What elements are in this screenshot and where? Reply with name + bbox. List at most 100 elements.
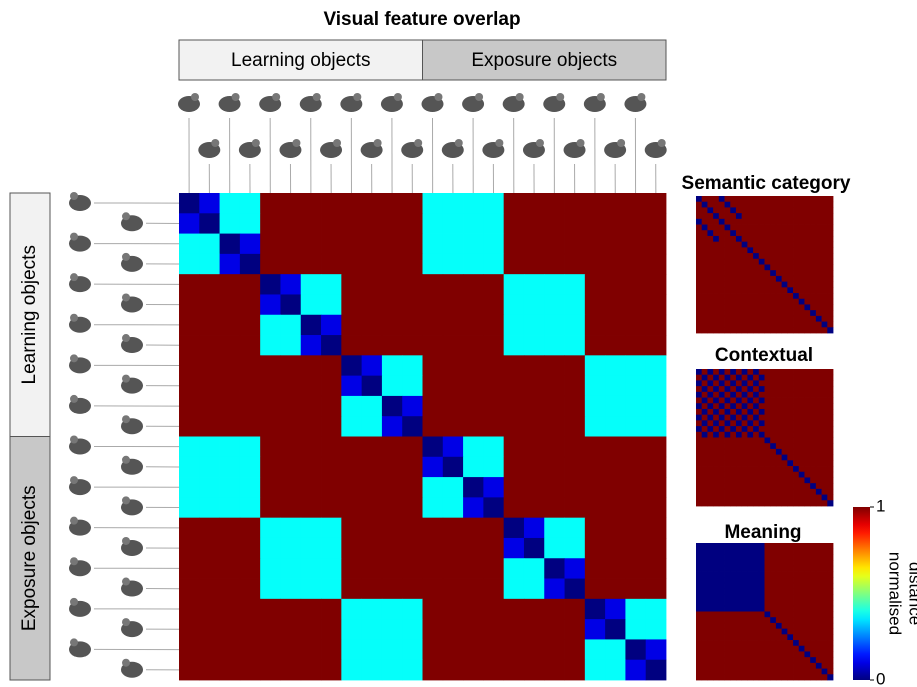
heatmap-cell — [758, 408, 765, 416]
heatmap-cell — [730, 403, 737, 410]
heatmap-cell — [787, 554, 794, 561]
heatmap-cell — [730, 293, 737, 300]
heatmap-cell — [199, 578, 220, 600]
heatmap-cell — [815, 310, 822, 317]
heatmap-cell — [781, 488, 788, 495]
heatmap-cell — [821, 548, 828, 555]
heatmap-cell — [381, 193, 403, 214]
heatmap-cell — [810, 431, 817, 438]
heatmap-cell — [775, 374, 783, 381]
heatmap-cell — [827, 253, 834, 260]
heatmap-cell — [781, 640, 788, 647]
heatmap-cell — [781, 321, 788, 328]
heatmap-cell — [758, 196, 765, 203]
heatmap-cell — [605, 578, 626, 600]
heatmap-cell — [701, 264, 708, 271]
heatmap-cell — [770, 253, 777, 260]
heatmap-cell — [718, 600, 725, 607]
heatmap-cell — [696, 543, 703, 550]
heatmap-cell — [707, 408, 714, 416]
heatmap-cell — [827, 386, 834, 393]
heatmap-cell — [758, 640, 765, 647]
heatmap-cell — [718, 543, 725, 550]
heatmap-cell — [827, 247, 834, 254]
heatmap-cell — [724, 622, 731, 630]
heatmap-cell — [361, 517, 383, 539]
heatmap-cell — [787, 374, 794, 381]
heatmap-cell — [701, 327, 708, 334]
heatmap-cell — [713, 594, 720, 601]
heatmap-cell — [442, 537, 464, 559]
heatmap-cell — [442, 456, 464, 478]
heatmap-cell — [810, 275, 817, 283]
heatmap-cell — [781, 571, 788, 578]
colorbar-tick-label: 0 — [876, 669, 885, 687]
heatmap-cell — [827, 224, 834, 231]
heatmap-cell — [735, 617, 743, 624]
heatmap-cell — [735, 201, 743, 208]
heatmap-cell — [781, 617, 788, 624]
heatmap-cell — [341, 477, 363, 498]
heatmap-cell — [584, 233, 606, 255]
heatmap-cell — [764, 327, 771, 334]
heatmap-cell — [544, 213, 565, 234]
heatmap-cell — [747, 600, 754, 607]
heatmap-cell — [747, 437, 754, 444]
heatmap-cell — [724, 554, 731, 561]
heatmap-cell — [821, 543, 828, 550]
heatmap-cell — [735, 298, 743, 305]
heatmap-cell — [775, 483, 783, 490]
object-icon-part — [70, 394, 78, 403]
heatmap-cell — [718, 397, 725, 404]
heatmap-cell — [544, 416, 565, 437]
heatmap-cell — [787, 543, 794, 550]
heatmap-cell — [735, 594, 743, 601]
heatmap-cell — [764, 622, 771, 630]
heatmap-cell — [402, 477, 423, 498]
heatmap-cell — [821, 258, 828, 265]
heatmap-cell — [764, 201, 771, 208]
heatmap-cell — [696, 674, 703, 681]
heatmap-cell — [701, 201, 708, 208]
heatmap-cell — [645, 253, 667, 275]
heatmap-cell — [827, 310, 834, 317]
heatmap-cell — [696, 594, 703, 601]
heatmap-cell — [321, 639, 342, 661]
heatmap-cell — [701, 454, 708, 461]
heatmap-cell — [199, 395, 220, 417]
heatmap-cell — [724, 548, 731, 555]
heatmap-cell — [503, 598, 525, 620]
heatmap-cell — [696, 500, 703, 507]
heatmap-cell — [730, 270, 737, 277]
heatmap-cell — [758, 386, 765, 393]
heatmap-cell — [718, 645, 725, 652]
heatmap-cell — [741, 640, 748, 647]
heatmap-cell — [821, 213, 828, 220]
heatmap-cell — [402, 355, 423, 377]
heatmap-cell — [523, 355, 545, 377]
heatmap-cell — [798, 213, 805, 220]
heatmap-cell — [747, 571, 754, 578]
heatmap-cell — [402, 537, 423, 559]
heatmap-cell — [781, 500, 788, 507]
heatmap-cell — [645, 497, 667, 519]
heatmap-cell — [645, 335, 667, 356]
heatmap-cell — [810, 253, 817, 260]
heatmap-cell — [707, 293, 714, 300]
heatmap-cell — [793, 241, 800, 248]
heatmap-cell — [810, 466, 817, 473]
heatmap-cell — [770, 571, 777, 578]
heatmap-cell — [584, 274, 606, 295]
heatmap-cell — [713, 403, 720, 410]
heatmap-cell — [321, 578, 342, 600]
heatmap-cell — [625, 456, 647, 478]
heatmap-cell — [747, 674, 754, 681]
heatmap-cell — [718, 230, 725, 237]
heatmap-cell — [503, 294, 525, 316]
heatmap-cell — [827, 594, 834, 601]
heatmap-cell — [483, 558, 505, 579]
row-group-label: Exposure objects — [19, 485, 40, 631]
heatmap-cell — [747, 374, 754, 381]
heatmap-cell — [747, 218, 754, 225]
heatmap-cell — [321, 294, 342, 316]
